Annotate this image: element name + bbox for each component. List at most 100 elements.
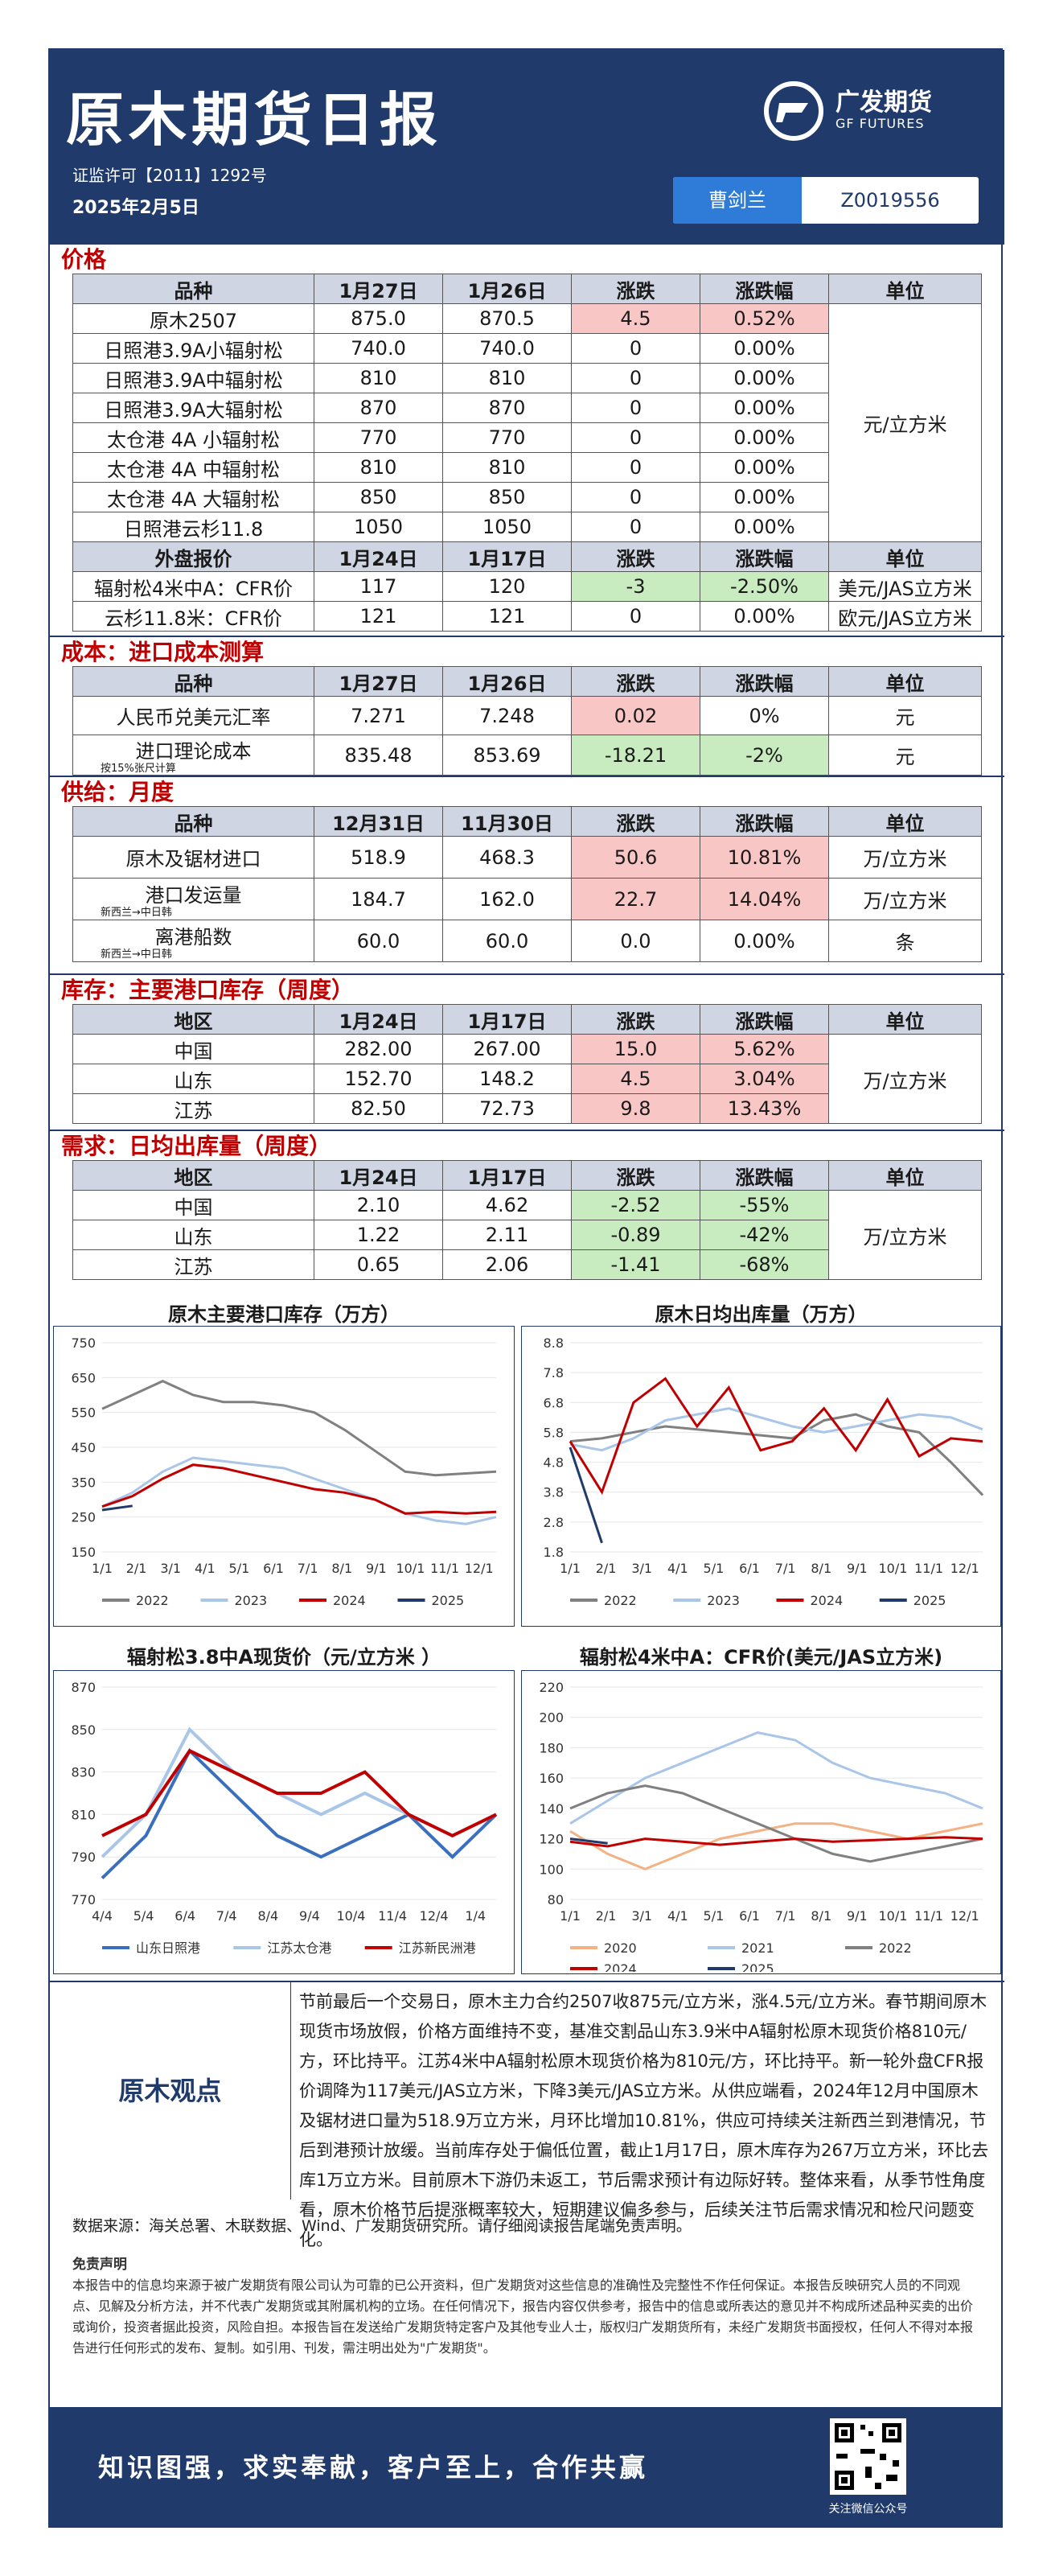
table-cell: 60.0 — [314, 920, 443, 962]
table-row: 云杉11.8米：CFR价 121 121 0 0.00% 欧元/JAS立方米 — [72, 601, 982, 632]
table-cell: 853.69 — [442, 735, 572, 776]
table-cell: 835.48 — [314, 735, 443, 776]
table-row: 人民币兑美元汇率 7.271 7.248 0.02 0% 元 — [72, 696, 982, 735]
table-header-cell: 涨跌 — [571, 666, 700, 697]
legend-label: 2022 — [604, 1593, 637, 1608]
qr-label: 关注微信公众号 — [828, 2503, 908, 2516]
y-tick-label: 180 — [539, 1740, 564, 1755]
legend-label: 2023 — [235, 1593, 268, 1608]
table-cell: 欧元/JAS立方米 — [828, 601, 982, 632]
x-tick-label: 11/4 — [378, 1908, 407, 1924]
table-cell: 0.02 — [571, 696, 700, 735]
table-cell: 条 — [828, 920, 982, 962]
table-cell: 原木2507 — [72, 303, 314, 334]
table-row: 港口发运量 新西兰→中日韩 184.7 162.0 22.7 14.04% 万/立方米 — [72, 878, 982, 920]
x-tick-label: 2/1 — [596, 1561, 617, 1576]
data-source: 数据来源：海关总署、木联数据、Wind、广发期货研究所。请仔细阅读报告尾端免责声… — [72, 2217, 692, 2235]
table-cell: 江苏 — [72, 1093, 314, 1124]
table-row: 中国 2.10 4.62 -2.52 -55% 万/立方米 — [72, 1190, 982, 1280]
table-cell: -1.41 — [571, 1249, 700, 1280]
table-cell: 0.00% — [700, 512, 829, 542]
x-tick-label: 5/1 — [704, 1561, 725, 1576]
cost-table: 品种 1月27日 1月26日 涨跌 涨跌幅 单位 人民币兑美元汇率 7.271 7.248 0.0… — [72, 666, 982, 776]
table-cell: 810 — [442, 452, 572, 483]
table-cell: 7.248 — [442, 696, 572, 735]
table-cell: 875.0 — [314, 303, 443, 334]
table-header-cell: 1月26日 — [442, 274, 572, 304]
table-header-cell: 单位 — [828, 1160, 982, 1191]
series-line-江苏新民洲港 — [101, 1748, 497, 1838]
table-cell: 282.00 — [314, 1034, 443, 1064]
table-cell: 4.62 — [442, 1190, 572, 1220]
table-header-cell: 涨跌幅 — [700, 274, 829, 304]
y-tick-label: 350 — [71, 1475, 96, 1490]
table-row: 山东 152.70 148.2 4.5 3.04% — [72, 1064, 982, 1094]
table-cell: 50.6 — [571, 836, 700, 879]
x-tick-label: 8/4 — [257, 1908, 278, 1924]
table-cell: 元 — [828, 735, 982, 776]
table-cell: 870.5 — [442, 303, 572, 334]
table-cell: 148.2 — [442, 1064, 572, 1094]
row-note: 新西兰→中日韩 — [101, 907, 172, 919]
x-tick-label: 6/4 — [174, 1908, 195, 1924]
table-cell: 0 — [571, 512, 700, 542]
y-tick-label: 550 — [71, 1405, 96, 1421]
table-cell: 0.52% — [700, 303, 829, 334]
table-header-cell: 12月31日 — [314, 806, 443, 837]
x-tick-label: 7/1 — [298, 1561, 318, 1576]
legend-label: 2022 — [879, 1940, 912, 1956]
x-tick-label: 5/4 — [133, 1908, 154, 1924]
table-row: 原木及锯材进口 518.9 468.3 50.6 10.81% 万/立方米 — [72, 836, 982, 879]
table-header-cell: 单位 — [828, 666, 982, 697]
chart-box: 870 850 830 810 790 770 4/4 5/4 6/4 7/4 8/4 9/4 10/4… — [53, 1670, 515, 1974]
chart-title: 辐射松3.8中A现货价（元/立方米 ） — [126, 1646, 441, 1669]
table-cell: -18.21 — [571, 735, 700, 776]
company-logo: 广发期货 GF FUTURES — [762, 74, 979, 146]
legend-label: 2024 — [811, 1593, 844, 1608]
series-line-山东日照港 — [101, 1747, 498, 1880]
table-header-row: 地区 1月24日 1月17日 涨跌 涨跌幅 单位 — [72, 1160, 982, 1191]
table-cell: 72.73 — [442, 1093, 572, 1124]
table-cell: 7.271 — [314, 696, 443, 735]
table-cell: 870 — [314, 393, 443, 423]
table-cell: 850 — [442, 482, 572, 512]
series-line-2022 — [569, 1784, 983, 1863]
table-cell: 江苏 — [72, 1249, 314, 1280]
report-header: 原木期货日报 证监许可【2011】1292号 2025年2月5日 广发期货 GF… — [50, 50, 1004, 243]
x-tick-label: 6/1 — [739, 1561, 760, 1576]
x-tick-label: 6/1 — [263, 1561, 284, 1576]
table-cell: 辐射松4米中A：CFR价 — [72, 571, 314, 602]
y-tick-label: 80 — [548, 1892, 564, 1907]
table-header-cell: 涨跌 — [571, 274, 700, 304]
x-tick-label: 8/1 — [331, 1561, 352, 1576]
table-header-cell: 1月27日 — [314, 274, 443, 304]
legend-label: 2021 — [741, 1940, 774, 1956]
table-cell: 770 — [314, 422, 443, 453]
table-cell: 60.0 — [442, 920, 572, 962]
chart-box: 220 200 180 160 140 120 100 80 1/1 2/1 3/1 4/1 5/1 6/… — [521, 1670, 1001, 1977]
x-tick-label: 9/1 — [366, 1561, 387, 1576]
table-cell: 0.00% — [700, 333, 829, 364]
table-cell: 10.81% — [700, 836, 829, 879]
y-tick-label: 8.8 — [544, 1335, 564, 1351]
table-header-row: 品种 1月27日 1月26日 涨跌 涨跌幅 单位 — [72, 666, 982, 697]
table-row: 山东 1.22 2.11 -0.89 -42% — [72, 1220, 982, 1250]
y-tick-label: 3.8 — [544, 1485, 564, 1500]
table-cell: 770 — [442, 422, 572, 453]
table-cell: 港口发运量 新西兰→中日韩 — [72, 878, 314, 920]
table-cell: 82.50 — [314, 1093, 443, 1124]
table-row: 进口理论成本 按15%张尺计算 835.48 853.69 -18.21 -2% 元 — [72, 735, 982, 776]
table-cell: 太仓港 4A 大辐射松 — [72, 482, 314, 512]
x-tick-label: 1/1 — [560, 1561, 581, 1576]
x-tick-label: 10/4 — [337, 1908, 366, 1924]
table-header-cell: 涨跌幅 — [700, 666, 829, 697]
y-tick-label: 870 — [71, 1680, 96, 1695]
x-tick-label: 11/1 — [914, 1561, 943, 1576]
table-cell: 468.3 — [442, 836, 572, 879]
legend-label: 山东日照港 — [136, 1940, 200, 1956]
table-row: 太仓港 4A 小辐射松 770 770 0 0.00% — [72, 422, 982, 453]
table-cell: 120 — [442, 571, 572, 602]
y-tick-label: 830 — [71, 1765, 96, 1780]
table-header-cell: 1月24日 — [314, 1004, 443, 1035]
